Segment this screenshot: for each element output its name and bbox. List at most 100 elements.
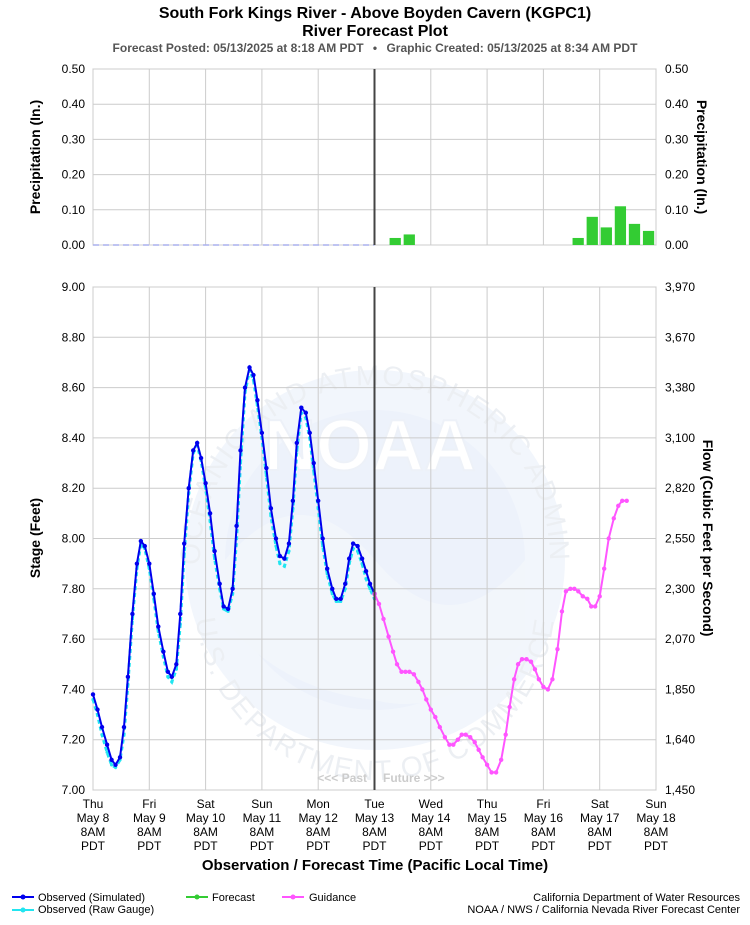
guidance-point [424, 697, 429, 702]
precip-bar [586, 216, 598, 245]
guidance-point [532, 667, 538, 672]
observed-simulated-point [290, 498, 296, 503]
legend-observed-sim-marker [20, 894, 26, 900]
x-tick-time: 8AM [587, 825, 612, 839]
observed-simulated-point [104, 742, 110, 747]
stage-y-axis-label: Stage (Feet) [27, 498, 43, 578]
forecast-posted: Forecast Posted: 05/13/2025 at 8:18 AM P… [113, 41, 365, 55]
guidance-point [442, 734, 448, 740]
observed-simulated-point [343, 581, 348, 586]
precip-y2-axis-label: Precipitation (In.) [694, 100, 710, 214]
x-tick-date: May 18 [636, 811, 676, 825]
flow-y2-tick-label: 3,380 [665, 381, 695, 395]
observed-simulated-point [303, 410, 309, 415]
x-tick-day: Sat [591, 797, 610, 811]
guidance-point [580, 594, 586, 599]
stage-y-tick-label: 8.00 [62, 532, 86, 546]
observed-simulated-point [334, 596, 339, 602]
guidance-point [559, 609, 565, 614]
observed-simulated-point [191, 448, 196, 453]
stage-y-tick-label: 8.20 [62, 481, 86, 495]
x-tick-tz: PDT [363, 839, 388, 853]
x-tick-date: May 16 [524, 811, 564, 825]
guidance-point [507, 704, 512, 710]
guidance-point [616, 503, 621, 509]
guidance-point [411, 672, 417, 677]
x-tick-tz: PDT [194, 839, 219, 853]
flow-y2-tick-label: 3,670 [665, 330, 695, 344]
x-tick-time: 8AM [81, 825, 106, 839]
guidance-point [568, 586, 573, 591]
observed-simulated-point [207, 511, 213, 516]
precip-y-tick-label: 0.50 [62, 62, 86, 76]
guidance-point [592, 604, 598, 609]
credit-line-1: California Department of Water Resources [533, 892, 740, 904]
precip-y-axis-label: Precipitation (In.) [27, 100, 43, 214]
x-tick-day: Thu [477, 797, 498, 811]
observed-simulated-point [125, 674, 131, 680]
flow-y2-tick-label: 1,450 [665, 783, 695, 797]
x-tick-day: Fri [536, 797, 550, 811]
observed-simulated-point [95, 707, 100, 712]
x-tick-time: 8AM [137, 825, 162, 839]
graphic-created: Graphic Created: 05/13/2025 at 8:34 AM P… [386, 41, 638, 55]
precip-y2-tick-label: 0.20 [665, 168, 689, 182]
observed-simulated-point [134, 561, 140, 566]
guidance-point [463, 732, 468, 737]
legend-forecast-marker [194, 894, 200, 900]
x-tick-time: 8AM [306, 825, 331, 839]
guidance-point [541, 684, 546, 690]
guidance-point [503, 732, 508, 737]
stage-y-tick-label: 7.60 [62, 632, 86, 646]
x-tick-day: Tue [364, 797, 385, 811]
x-tick-day: Wed [419, 797, 443, 811]
observed-raw-gauge-point [278, 562, 282, 566]
guidance-point [589, 604, 594, 609]
guidance-point [433, 714, 438, 720]
observed-simulated-point [259, 430, 265, 436]
observed-simulated-point [355, 543, 360, 549]
precip-y-tick-label: 0.10 [62, 203, 86, 217]
x-tick-time: 8AM [362, 825, 387, 839]
observed-raw-gauge-point [170, 680, 174, 684]
legend-guidance-marker [290, 894, 296, 900]
x-tick-tz: PDT [137, 839, 162, 853]
x-tick-day: Fri [142, 797, 156, 811]
guidance-point [468, 734, 473, 740]
flow-y2-tick-label: 2,300 [665, 582, 695, 596]
precip-y-tick-label: 0.30 [62, 132, 86, 146]
observed-simulated-point [251, 372, 256, 378]
observed-raw-gauge-point [282, 564, 287, 568]
stage-y-tick-label: 8.60 [62, 381, 86, 395]
observed-simulated-point [169, 674, 175, 680]
guidance-point [428, 707, 433, 712]
precip-y2-tick-label: 0.30 [665, 132, 689, 146]
observed-simulated-point [286, 541, 292, 546]
stage-y-tick-label: 8.40 [62, 431, 86, 445]
posted-separator: • [373, 41, 377, 55]
chart-posted-line: Forecast Posted: 05/13/2025 at 8:18 AM P… [113, 41, 639, 55]
guidance-point [386, 634, 391, 639]
stage-y-tick-label: 9.00 [62, 280, 86, 294]
guidance-point [597, 594, 602, 599]
x-tick-tz: PDT [419, 839, 444, 853]
x-tick-tz: PDT [250, 839, 275, 853]
precip-bar [389, 237, 401, 245]
observed-simulated-point [242, 385, 248, 390]
x-tick-tz: PDT [81, 839, 106, 853]
x-tick-time: 8AM [418, 825, 443, 839]
observed-simulated-point [90, 692, 96, 697]
observed-raw-gauge-point [109, 763, 114, 767]
observed-simulated-point [234, 523, 239, 529]
observed-simulated-point [350, 541, 356, 546]
flow-y2-tick-label: 2,550 [665, 532, 695, 546]
observed-simulated-point [113, 762, 118, 768]
precip-bar [572, 237, 584, 245]
observed-simulated-point [217, 581, 222, 586]
observed-simulated-point [338, 596, 343, 602]
observed-simulated-point [147, 561, 152, 566]
observed-simulated-point [165, 669, 171, 674]
